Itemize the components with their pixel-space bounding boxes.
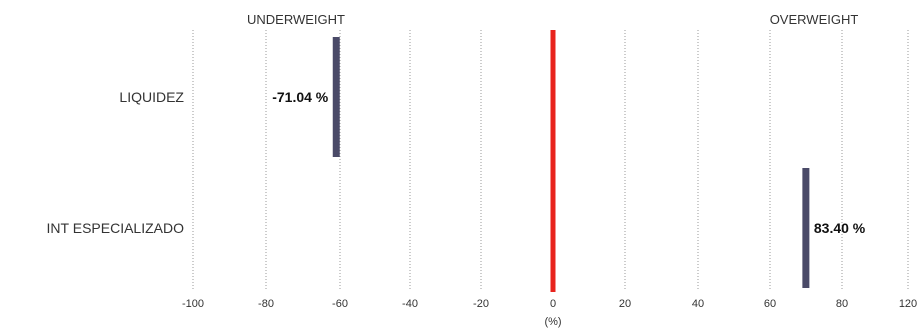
underweight-label: UNDERWEIGHT (247, 12, 345, 27)
x-tick-label: -100 (182, 298, 204, 310)
x-tick-label: 120 (899, 298, 917, 310)
bar-marker (802, 168, 810, 288)
value-label: -71.04 % (272, 89, 329, 105)
overweight-label: OVERWEIGHT (770, 12, 859, 27)
x-tick-label: 60 (764, 298, 776, 310)
label-layer: -100 -80 -60 -40 -20 0 20 40 60 80 120 LIQUIDEZ INT … (47, 89, 918, 310)
value-label: 83.40 % (814, 220, 866, 236)
x-tick-label: -20 (473, 298, 489, 310)
x-tick-label: -40 (402, 298, 418, 310)
category-label: LIQUIDEZ (119, 89, 184, 105)
x-axis-unit: (%) (544, 316, 561, 328)
reference-layer (550, 30, 556, 292)
x-tick-label: 80 (836, 298, 848, 310)
bar-marker (332, 37, 340, 157)
grid-lines (192, 30, 909, 290)
bar-layer (332, 37, 810, 288)
x-tick-label: 40 (692, 298, 704, 310)
x-tick-label: 20 (619, 298, 631, 310)
x-tick-label: 0 (550, 298, 556, 310)
x-tick-label: -60 (332, 298, 348, 310)
category-label: INT ESPECIALIZADO (47, 220, 185, 236)
reference-line-zero (550, 30, 556, 292)
x-tick-label: -80 (258, 298, 274, 310)
